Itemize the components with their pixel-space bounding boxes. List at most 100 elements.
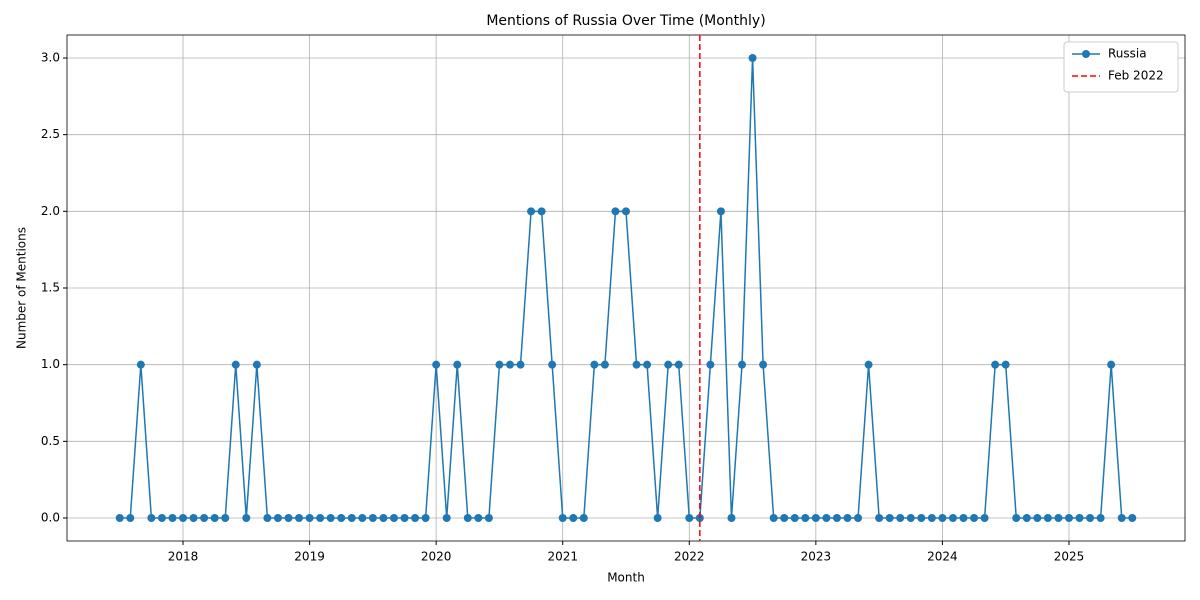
data-point [231, 360, 240, 369]
data-point [1012, 514, 1021, 522]
data-point [326, 514, 335, 522]
data-point [759, 360, 768, 369]
data-point [685, 514, 694, 522]
data-point [115, 514, 124, 522]
data-point [1022, 514, 1031, 522]
data-point [854, 514, 863, 522]
data-point [738, 360, 747, 369]
data-point [569, 514, 578, 522]
legend-label: Russia [1108, 47, 1147, 61]
data-point [917, 514, 926, 522]
data-point [516, 360, 525, 369]
data-point [432, 360, 441, 369]
data-point [1033, 514, 1042, 522]
data-point [474, 514, 483, 522]
x-tick-label: 2020 [421, 550, 452, 564]
data-point [421, 514, 430, 522]
data-point [147, 514, 156, 522]
data-point [537, 207, 546, 216]
data-point [632, 360, 641, 369]
data-point [896, 514, 905, 522]
data-point [1128, 514, 1137, 522]
y-tick-label: 3.0 [41, 51, 60, 65]
y-tick-label: 0.0 [41, 511, 60, 525]
x-tick-label: 2021 [547, 550, 578, 564]
data-point [442, 514, 451, 522]
data-point [400, 514, 409, 522]
data-point [875, 514, 884, 522]
data-point [347, 514, 356, 522]
data-point [1054, 514, 1063, 522]
data-point [210, 514, 219, 522]
data-point [305, 514, 314, 522]
data-point [980, 514, 989, 522]
data-point [674, 360, 683, 369]
data-point [1096, 514, 1105, 522]
data-point [295, 514, 304, 522]
data-point [284, 514, 293, 522]
legend-marker [1082, 50, 1090, 58]
data-point [463, 514, 472, 522]
x-tick-label: 2022 [674, 550, 705, 564]
data-point [126, 514, 135, 522]
data-point [643, 360, 652, 369]
data-point [168, 514, 177, 522]
data-point [1107, 360, 1116, 369]
data-point [179, 514, 188, 522]
data-point [590, 360, 599, 369]
data-point [252, 360, 261, 369]
data-point [411, 514, 420, 522]
data-point [221, 514, 230, 522]
data-point [801, 514, 810, 522]
data-point [811, 514, 820, 522]
data-point [527, 207, 536, 216]
data-point [389, 514, 398, 522]
data-point [927, 514, 936, 522]
y-axis-label: Number of Mentions [15, 227, 29, 349]
data-point [1086, 514, 1095, 522]
data-point [600, 360, 609, 369]
data-point [885, 514, 894, 522]
data-point [622, 207, 630, 216]
y-tick-label: 2.0 [41, 204, 60, 218]
x-axis-label: Month [607, 571, 645, 585]
data-point [189, 514, 198, 522]
data-point [864, 360, 873, 369]
data-point [495, 360, 504, 369]
data-point [484, 514, 493, 522]
chart-title: Mentions of Russia Over Time (Monthly) [486, 13, 765, 29]
data-point [611, 207, 620, 216]
y-tick-label: 1.5 [41, 281, 60, 295]
data-point [727, 514, 736, 522]
data-point [358, 514, 367, 522]
data-point [1117, 514, 1126, 522]
data-point [273, 514, 282, 522]
x-tick-label: 2023 [801, 550, 832, 564]
data-point [200, 514, 209, 522]
y-tick-label: 2.5 [41, 127, 60, 141]
data-point [948, 514, 957, 522]
data-point [716, 207, 725, 216]
data-point [664, 360, 673, 369]
data-point [579, 514, 588, 522]
data-point [453, 360, 462, 369]
data-point [316, 514, 325, 522]
data-point [822, 514, 831, 522]
data-point [548, 360, 557, 369]
data-point [991, 360, 1000, 369]
data-point [157, 514, 166, 522]
data-point [748, 54, 757, 62]
x-tick-label: 2019 [294, 550, 325, 564]
data-point [1043, 514, 1052, 522]
data-point [368, 514, 377, 522]
data-point [769, 514, 778, 522]
data-point [832, 514, 841, 522]
data-point [790, 514, 799, 522]
data-point [1001, 360, 1010, 369]
data-point [136, 360, 145, 369]
data-point [558, 514, 567, 522]
data-point [337, 514, 346, 522]
data-point [505, 360, 514, 369]
data-point [906, 514, 915, 522]
